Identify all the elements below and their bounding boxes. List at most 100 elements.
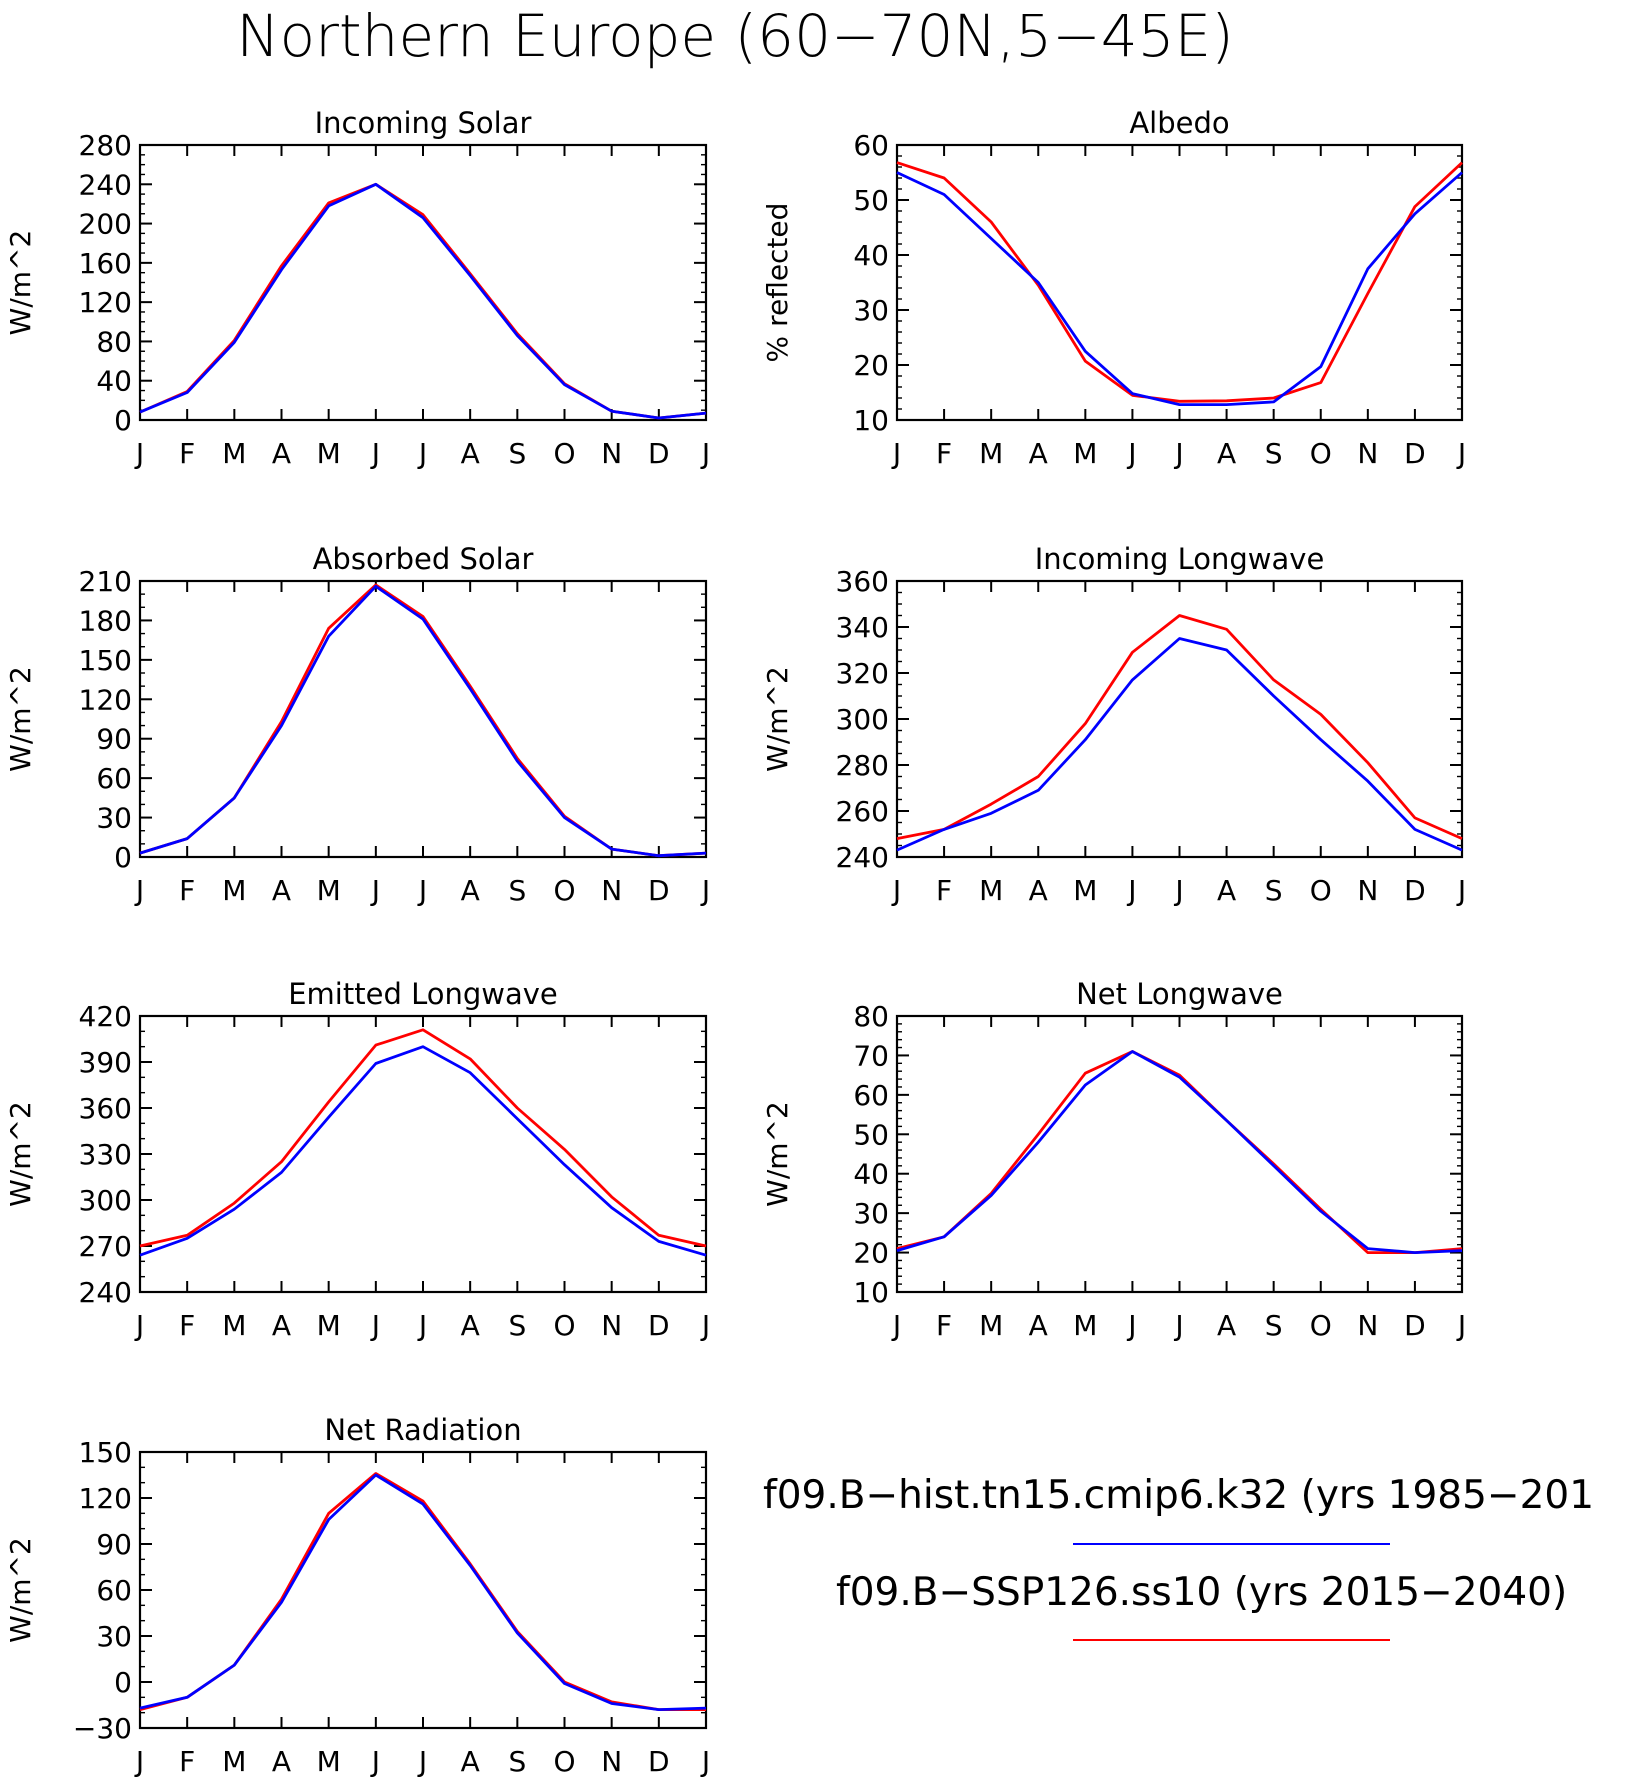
y-axis-label: W/m^2 bbox=[4, 1537, 37, 1643]
panel-title: Net Longwave bbox=[1076, 977, 1283, 1011]
x-tick-label: M bbox=[979, 1309, 1003, 1342]
x-tick-label: O bbox=[553, 874, 575, 907]
x-tick-label: M bbox=[1073, 437, 1097, 470]
x-tick-label: D bbox=[1404, 1309, 1426, 1342]
y-tick-label: 340 bbox=[836, 611, 889, 644]
y-tick-label: 150 bbox=[79, 1436, 132, 1469]
x-tick-label: D bbox=[648, 1745, 670, 1778]
y-tick-label: 270 bbox=[79, 1230, 132, 1263]
x-tick-label: A bbox=[461, 874, 480, 907]
x-tick-label: J bbox=[370, 1745, 380, 1778]
y-tick-label: 30 bbox=[853, 294, 889, 327]
y-axis-label: % reflected bbox=[761, 203, 794, 363]
x-tick-label: N bbox=[601, 437, 622, 470]
x-tick-label: A bbox=[461, 1745, 480, 1778]
legend-label-ssp: f09.B−SSP126.ss10 (yrs 2015−2040) bbox=[836, 1570, 1567, 1615]
x-tick-label: M bbox=[317, 874, 341, 907]
x-tick-label: A bbox=[1029, 437, 1048, 470]
x-tick-label: J bbox=[700, 1745, 710, 1778]
x-tick-label: M bbox=[222, 437, 246, 470]
y-tick-label: 10 bbox=[853, 1276, 889, 1309]
y-axis-label: W/m^2 bbox=[4, 1101, 37, 1207]
series-line-hist bbox=[139, 182, 707, 420]
x-tick-label: O bbox=[1310, 874, 1332, 907]
x-tick-label: D bbox=[648, 1309, 670, 1342]
x-tick-label: N bbox=[1357, 437, 1378, 470]
x-tick-label: M bbox=[1073, 874, 1097, 907]
series-line-hist bbox=[139, 584, 707, 858]
x-tick-label: J bbox=[417, 1309, 427, 1342]
x-tick-label: J bbox=[891, 874, 901, 907]
y-tick-label: 30 bbox=[853, 1197, 889, 1230]
x-tick-label: A bbox=[461, 437, 480, 470]
x-tick-label: N bbox=[601, 874, 622, 907]
x-tick-label: O bbox=[553, 1745, 575, 1778]
x-tick-label: J bbox=[700, 437, 710, 470]
x-tick-label: J bbox=[1126, 874, 1136, 907]
plot-frame bbox=[138, 1014, 708, 1294]
x-tick-label: J bbox=[1173, 874, 1183, 907]
panel-title: Incoming Solar bbox=[315, 106, 532, 140]
x-tick-label: J bbox=[134, 437, 144, 470]
x-tick-label: F bbox=[936, 874, 952, 907]
x-tick-label: S bbox=[508, 1309, 526, 1342]
x-tick-label: A bbox=[1029, 874, 1048, 907]
x-tick-label: O bbox=[1310, 1309, 1332, 1342]
panel-title: Net Radiation bbox=[324, 1413, 521, 1447]
y-tick-label: 30 bbox=[96, 802, 132, 835]
x-tick-label: A bbox=[272, 1309, 291, 1342]
x-tick-label: J bbox=[700, 1309, 710, 1342]
y-tick-label: −30 bbox=[73, 1712, 132, 1745]
y-tick-label: 10 bbox=[853, 404, 889, 437]
x-tick-label: J bbox=[134, 1745, 144, 1778]
x-tick-label: O bbox=[1310, 437, 1332, 470]
x-tick-label: J bbox=[370, 437, 380, 470]
x-tick-label: M bbox=[317, 1309, 341, 1342]
y-axis-label: W/m^2 bbox=[4, 666, 37, 772]
x-tick-label: S bbox=[1265, 874, 1283, 907]
y-tick-label: 120 bbox=[79, 1482, 132, 1515]
legend-label-hist: f09.B−hist.tn15.cmip6.k32 (yrs 1985−201 bbox=[763, 1473, 1594, 1518]
x-tick-label: M bbox=[979, 437, 1003, 470]
x-tick-label: M bbox=[317, 437, 341, 470]
y-tick-label: 20 bbox=[853, 1237, 889, 1270]
y-tick-label: 60 bbox=[853, 1079, 889, 1112]
x-tick-label: A bbox=[1217, 1309, 1236, 1342]
y-tick-label: 60 bbox=[96, 762, 132, 795]
y-tick-label: 360 bbox=[79, 1092, 132, 1125]
series-line-hist bbox=[139, 1045, 707, 1257]
y-tick-label: 70 bbox=[853, 1039, 889, 1072]
y-tick-label: 90 bbox=[96, 1528, 132, 1561]
y-tick-label: 0 bbox=[114, 404, 132, 437]
x-tick-label: F bbox=[179, 874, 195, 907]
y-tick-label: 260 bbox=[836, 795, 889, 828]
y-tick-label: 150 bbox=[79, 644, 132, 677]
y-tick-label: 80 bbox=[96, 325, 132, 358]
y-tick-label: 40 bbox=[96, 365, 132, 398]
x-tick-label: J bbox=[417, 437, 427, 470]
y-tick-label: 50 bbox=[853, 1118, 889, 1151]
x-tick-label: J bbox=[1456, 874, 1466, 907]
y-axis-label: W/m^2 bbox=[4, 230, 37, 336]
plot-frame bbox=[138, 143, 708, 422]
panel-title: Incoming Longwave bbox=[1035, 542, 1325, 576]
x-tick-label: F bbox=[936, 437, 952, 470]
x-tick-label: A bbox=[1217, 874, 1236, 907]
y-tick-label: 30 bbox=[96, 1620, 132, 1653]
x-tick-label: J bbox=[1126, 1309, 1136, 1342]
x-tick-label: M bbox=[317, 1745, 341, 1778]
y-tick-label: 40 bbox=[853, 1158, 889, 1191]
x-tick-label: J bbox=[891, 1309, 901, 1342]
x-tick-label: A bbox=[1217, 437, 1236, 470]
y-tick-label: 160 bbox=[79, 247, 132, 280]
x-tick-label: J bbox=[417, 874, 427, 907]
plot-frame bbox=[138, 1450, 708, 1730]
x-tick-label: J bbox=[1173, 437, 1183, 470]
y-tick-label: 330 bbox=[79, 1138, 132, 1171]
x-tick-label: S bbox=[508, 437, 526, 470]
